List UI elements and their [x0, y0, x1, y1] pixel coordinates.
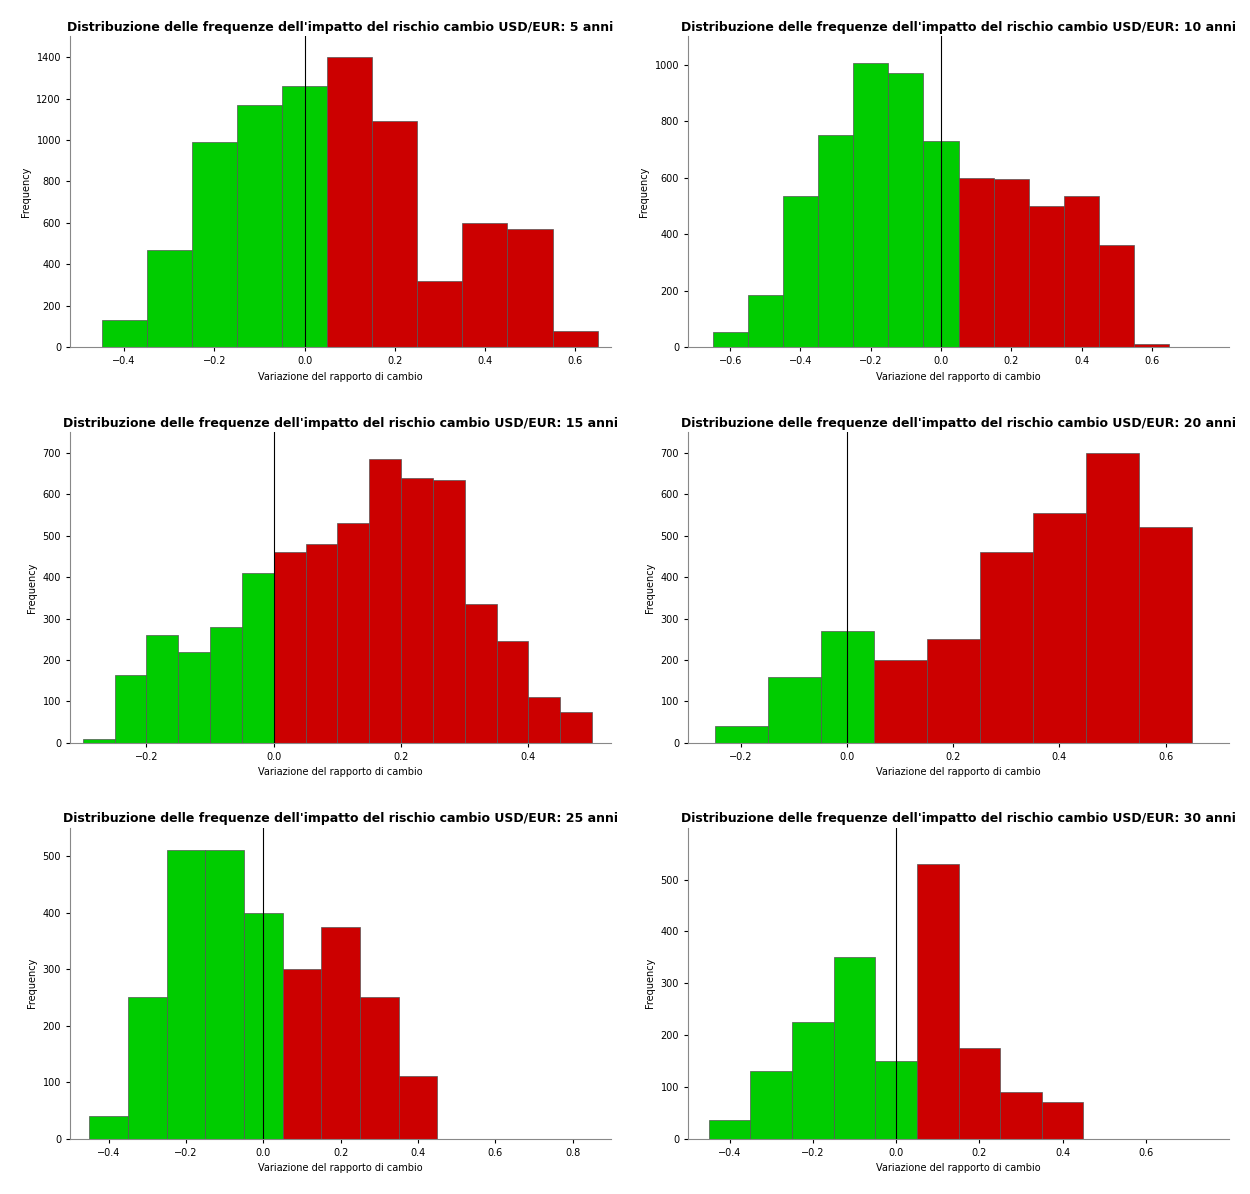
Bar: [244, 912, 282, 1139]
Bar: [750, 1071, 792, 1139]
Y-axis label: Frequency: Frequency: [28, 562, 38, 613]
Bar: [712, 332, 747, 347]
Bar: [821, 630, 874, 743]
Title: Distribuzione delle frequenze dell'impatto del rischio cambio USD/EUR: 25 anni: Distribuzione delle frequenze dell'impat…: [62, 812, 618, 825]
Bar: [818, 135, 854, 347]
Bar: [1000, 1093, 1041, 1139]
Title: Distribuzione delle frequenze dell'impatto del rischio cambio USD/EUR: 20 anni: Distribuzione delle frequenze dell'impat…: [681, 417, 1236, 430]
Bar: [959, 1048, 1000, 1139]
Bar: [709, 1120, 750, 1139]
Bar: [782, 196, 818, 347]
Bar: [305, 544, 338, 743]
Bar: [418, 281, 462, 347]
Bar: [360, 997, 399, 1139]
Bar: [432, 480, 465, 743]
Bar: [1041, 1102, 1084, 1139]
Bar: [242, 573, 274, 743]
Bar: [1029, 205, 1064, 347]
Bar: [875, 1061, 918, 1139]
Bar: [101, 320, 146, 347]
Bar: [889, 73, 924, 347]
Bar: [994, 179, 1029, 347]
Bar: [282, 970, 321, 1139]
X-axis label: Variazione del rapporto di cambio: Variazione del rapporto di cambio: [259, 768, 422, 777]
Bar: [238, 105, 282, 347]
Bar: [508, 229, 552, 347]
Bar: [1064, 196, 1099, 347]
Bar: [399, 1077, 437, 1139]
Y-axis label: Frequency: Frequency: [639, 167, 649, 217]
Bar: [274, 553, 305, 743]
Bar: [918, 864, 959, 1139]
Y-axis label: Frequency: Frequency: [645, 958, 655, 1009]
Bar: [462, 223, 508, 347]
Bar: [924, 141, 959, 347]
Y-axis label: Frequency: Frequency: [645, 562, 655, 613]
Bar: [328, 57, 372, 347]
Bar: [321, 927, 360, 1139]
Bar: [465, 604, 496, 743]
Bar: [166, 850, 205, 1139]
Bar: [980, 553, 1032, 743]
Bar: [115, 675, 146, 743]
Bar: [1134, 344, 1170, 347]
Bar: [191, 142, 238, 347]
Bar: [146, 635, 179, 743]
Bar: [146, 250, 191, 347]
Bar: [560, 712, 592, 743]
Bar: [792, 1022, 834, 1139]
Y-axis label: Frequency: Frequency: [28, 958, 38, 1009]
Bar: [1099, 246, 1134, 347]
Bar: [552, 331, 598, 347]
Bar: [401, 478, 432, 743]
Bar: [529, 697, 560, 743]
Bar: [372, 122, 418, 347]
Bar: [854, 63, 889, 347]
Bar: [179, 652, 210, 743]
Bar: [127, 997, 166, 1139]
Title: Distribuzione delle frequenze dell'impatto del rischio cambio USD/EUR: 10 anni: Distribuzione delle frequenze dell'impat…: [681, 20, 1236, 33]
Bar: [926, 639, 980, 743]
Title: Distribuzione delle frequenze dell'impatto del rischio cambio USD/EUR: 30 anni: Distribuzione delle frequenze dell'impat…: [681, 812, 1236, 825]
X-axis label: Variazione del rapporto di cambio: Variazione del rapporto di cambio: [876, 1163, 1041, 1174]
X-axis label: Variazione del rapporto di cambio: Variazione del rapporto di cambio: [259, 1163, 422, 1174]
Bar: [1032, 513, 1086, 743]
Bar: [715, 726, 767, 743]
Bar: [205, 850, 244, 1139]
Bar: [834, 958, 875, 1139]
Bar: [496, 641, 529, 743]
Title: Distribuzione delle frequenze dell'impatto del rischio cambio USD/EUR: 5 anni: Distribuzione delle frequenze dell'impat…: [68, 20, 614, 33]
Y-axis label: Frequency: Frequency: [21, 167, 31, 217]
Bar: [1139, 528, 1192, 743]
Bar: [959, 178, 994, 347]
Bar: [369, 458, 401, 743]
Bar: [282, 86, 328, 347]
Bar: [82, 739, 115, 743]
X-axis label: Variazione del rapporto di cambio: Variazione del rapporto di cambio: [876, 768, 1041, 777]
Bar: [210, 627, 242, 743]
X-axis label: Variazione del rapporto di cambio: Variazione del rapporto di cambio: [876, 371, 1041, 382]
Bar: [1086, 453, 1139, 743]
Title: Distribuzione delle frequenze dell'impatto del rischio cambio USD/EUR: 15 anni: Distribuzione delle frequenze dell'impat…: [62, 417, 618, 430]
Bar: [89, 1116, 127, 1139]
Bar: [768, 677, 821, 743]
Bar: [874, 660, 926, 743]
X-axis label: Variazione del rapporto di cambio: Variazione del rapporto di cambio: [259, 371, 422, 382]
Bar: [748, 295, 782, 347]
Bar: [338, 523, 369, 743]
